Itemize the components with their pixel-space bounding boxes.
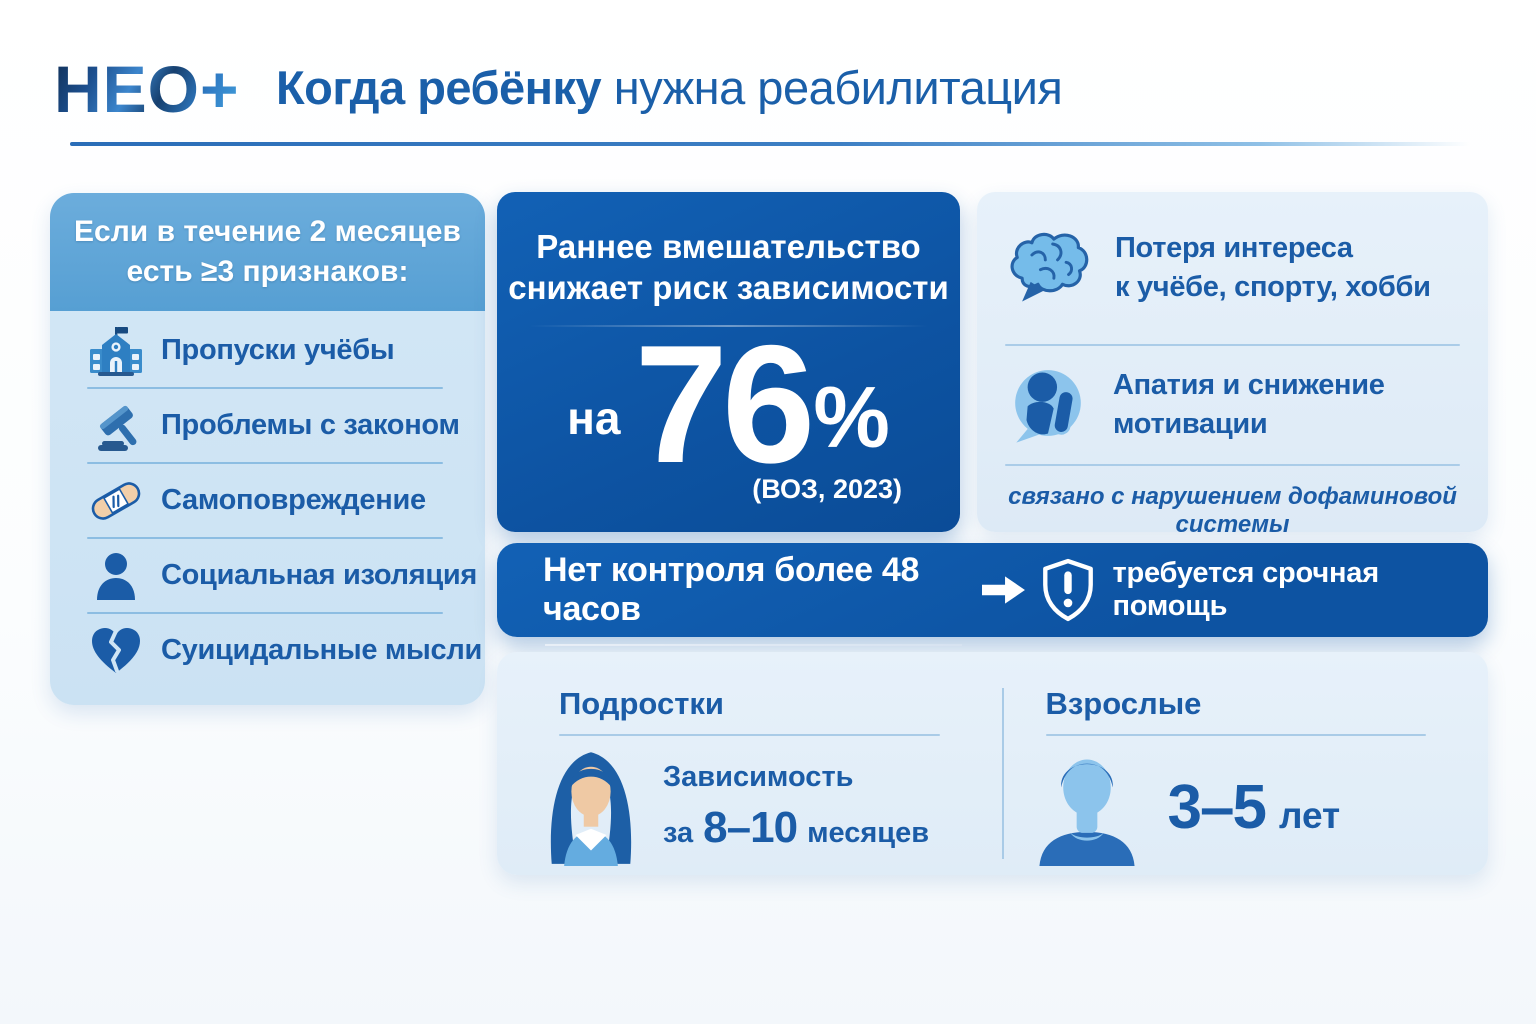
stat-value: 76 bbox=[634, 309, 816, 498]
header-divider bbox=[70, 142, 1470, 146]
symptoms-panel: Потеря интереса к учёбе, спорту, хобби А… bbox=[977, 192, 1488, 538]
stat-number: на 76 % bbox=[497, 309, 960, 498]
list-item: Апатия и снижение мотивации bbox=[977, 346, 1488, 464]
criteria-list: Пропуски учёбы Проблемы с законом bbox=[50, 311, 485, 687]
alert-shield-icon bbox=[1040, 558, 1096, 622]
stat-percent-sign: % bbox=[813, 369, 890, 466]
teen-girl-avatar bbox=[541, 744, 641, 871]
teens-column: Подростки Зависимость за bbox=[497, 652, 1002, 875]
adults-suffix: лет bbox=[1278, 795, 1341, 836]
page-title-bold: Когда ребёнку bbox=[276, 61, 602, 114]
timeline-panel: Подростки Зависимость за bbox=[497, 652, 1488, 875]
criteria-heading-line1: Если в течение 2 месяцев bbox=[74, 215, 461, 249]
list-divider bbox=[1005, 464, 1460, 466]
stat-line2: снижает риск зависимости bbox=[508, 269, 949, 307]
adults-heading: Взрослые bbox=[1045, 686, 1202, 721]
broken-heart-icon bbox=[87, 622, 145, 680]
stat-panel: Раннее вмешательство снижает риск зависи… bbox=[497, 192, 960, 532]
adults-column: Взрослые 3–5 лет bbox=[1001, 652, 1489, 875]
column-divider bbox=[559, 734, 940, 736]
page-title-regular: нужна реабилитация bbox=[613, 61, 1063, 114]
criteria-item-label: Суицидальные мысли bbox=[161, 634, 483, 666]
list-divider bbox=[87, 537, 443, 539]
teens-value: 8–10 bbox=[703, 802, 798, 852]
page-title: Когда ребёнку нужна реабилитация bbox=[276, 61, 1063, 114]
symptom-label: Потеря интереса к учёбе, спорту, хобби bbox=[1115, 229, 1431, 307]
list-divider bbox=[87, 387, 443, 389]
alert-condition: Нет контроля более 48 часов bbox=[543, 551, 964, 646]
criteria-item-label: Социальная изоляция bbox=[161, 559, 478, 591]
list-item: Пропуски учёбы bbox=[50, 314, 485, 387]
teens-prefix: за bbox=[663, 816, 694, 849]
alert-action: требуется срочная помощь bbox=[1112, 557, 1379, 622]
criteria-item-label: Самоповреждение bbox=[161, 484, 426, 516]
stat-prefix: на bbox=[567, 392, 621, 445]
teens-suffix: месяцев bbox=[807, 816, 930, 849]
list-divider bbox=[87, 462, 443, 464]
list-item: Проблемы с законом bbox=[50, 389, 485, 462]
stat-divider bbox=[529, 324, 928, 327]
symptom-line1: Потеря интереса bbox=[1115, 231, 1353, 264]
teens-line1: Зависимость bbox=[663, 761, 854, 794]
symptom-label: Апатия и снижение мотивации bbox=[1113, 366, 1385, 444]
symptom-line2: мотивации bbox=[1113, 408, 1268, 440]
list-divider bbox=[87, 612, 443, 614]
neo-plus-logo: НЕО+ bbox=[54, 52, 240, 126]
school-icon bbox=[87, 322, 145, 380]
adult-man-avatar bbox=[1028, 744, 1146, 871]
brain-icon bbox=[1005, 228, 1093, 309]
symptom-line1: Апатия и снижение bbox=[1113, 368, 1385, 401]
column-divider bbox=[1045, 734, 1427, 736]
apathy-icon bbox=[1005, 363, 1091, 448]
list-item: Суицидальные мысли bbox=[50, 614, 485, 687]
symptom-line2: к учёбе, спорту, хобби bbox=[1115, 271, 1431, 303]
teens-heading: Подростки bbox=[559, 686, 724, 721]
stat-line1: Раннее вмешательство bbox=[536, 228, 921, 265]
stat-source: (ВОЗ, 2023) bbox=[752, 473, 902, 504]
symptoms-footnote: связано с нарушением дофаминовой системы bbox=[1008, 483, 1457, 538]
gavel-icon bbox=[87, 397, 145, 455]
bandage-icon bbox=[87, 472, 145, 530]
criteria-heading-line2: есть ≥3 признаков: bbox=[126, 255, 409, 288]
list-item: Социальная изоляция bbox=[50, 539, 485, 612]
person-icon bbox=[87, 547, 145, 605]
arrow-right-icon bbox=[982, 574, 1026, 606]
criteria-item-label: Проблемы с законом bbox=[161, 409, 460, 441]
list-item: Самоповреждение bbox=[50, 464, 485, 537]
list-divider bbox=[1005, 344, 1460, 346]
adults-value: 3–5 bbox=[1167, 773, 1267, 842]
criteria-item-label: Пропуски учёбы bbox=[161, 334, 395, 366]
criteria-panel: Если в течение 2 месяцев есть ≥3 признак… bbox=[50, 193, 485, 705]
criteria-panel-heading: Если в течение 2 месяцев есть ≥3 признак… bbox=[50, 193, 485, 311]
list-item: Потеря интереса к учёбе, спорту, хобби bbox=[977, 192, 1488, 344]
alert-banner: Нет контроля более 48 часов требуется ср… bbox=[497, 543, 1488, 646]
